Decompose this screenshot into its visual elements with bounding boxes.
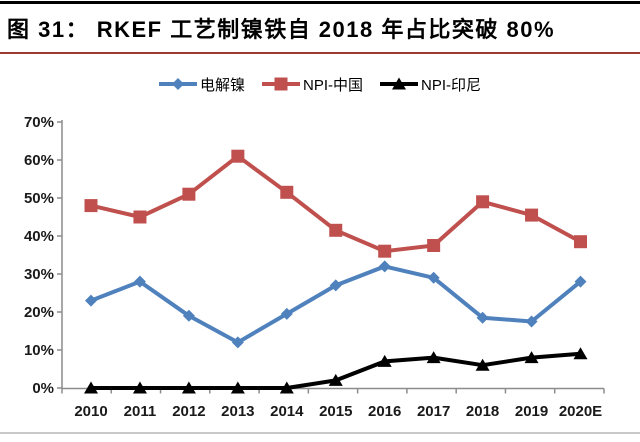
y-tick-label-70%: 70%: [24, 114, 54, 131]
marker-npi-china-2020E: [574, 235, 587, 249]
x-tick-label-2010: 2010: [74, 403, 107, 420]
top-rule: [0, 1, 640, 4]
legend-marker-npi-indonesia: [392, 77, 406, 90]
x-tick-label-2011: 2011: [124, 403, 157, 420]
marker-electrolytic-nickel-2016: [378, 260, 391, 273]
y-tick-label-40%: 40%: [24, 228, 54, 245]
marker-npi-china-2015: [329, 223, 343, 237]
marker-electrolytic-nickel-2020E: [574, 275, 587, 288]
marker-electrolytic-nickel-2013: [231, 336, 244, 349]
square-icon: [261, 77, 300, 91]
marker-npi-indonesia-2019: [524, 351, 539, 364]
y-tick-label-0%: 0%: [32, 380, 54, 397]
marker-electrolytic-nickel-2017: [427, 271, 440, 284]
y-tick-label-10%: 10%: [24, 342, 54, 359]
legend-marker-electrolytic-nickel: [171, 78, 184, 90]
legend-item-npi-china: NPI-中国: [261, 74, 363, 95]
marker-npi-china-2010: [84, 199, 98, 213]
triangle-icon: [380, 77, 418, 90]
x-tick-label-2017: 2017: [417, 403, 450, 420]
line-npi-china: [89, 154, 583, 254]
marker-electrolytic-nickel-2018: [476, 311, 489, 324]
marker-npi-indonesia-2016: [377, 354, 392, 367]
legend-item-npi-indonesia: NPI-印尼: [380, 74, 481, 95]
figure-title: 图 31： RKEF 工艺制镍铁自 2018 年占比突破 80%: [7, 17, 556, 42]
title-underline: [0, 52, 640, 54]
marker-electrolytic-nickel-2014: [280, 307, 293, 320]
legend-label-electrolytic-nickel: 电解镍: [199, 76, 245, 94]
marker-npi-china-2016: [378, 244, 392, 258]
chart-legend: 电解镍 NPI-中国 NPI-印尼: [0, 74, 640, 94]
x-tick-label-2020E: 2020E: [559, 403, 602, 420]
marker-npi-china-2011: [133, 210, 147, 224]
x-tick-label-2014: 2014: [270, 403, 304, 420]
marker-npi-china-2013: [231, 149, 245, 163]
marker-npi-indonesia-2015: [328, 373, 343, 386]
marker-npi-indonesia-2017: [426, 351, 441, 364]
marker-electrolytic-nickel-2011: [133, 275, 146, 288]
marker-npi-china-2017: [427, 239, 441, 252]
y-tick-label-60%: 60%: [24, 152, 54, 169]
y-tick-label-30%: 30%: [24, 266, 54, 283]
y-tick-label-20%: 20%: [24, 304, 54, 321]
legend-item-electrolytic-nickel: 电解镍: [158, 74, 245, 95]
marker-npi-china-2019: [525, 208, 539, 222]
x-tick-label-2013: 2013: [221, 403, 254, 420]
marker-npi-indonesia-2014: [279, 381, 294, 394]
marker-npi-china-2012: [182, 187, 196, 201]
marker-npi-indonesia-2011: [132, 381, 147, 394]
x-tick-label-2016: 2016: [368, 403, 401, 420]
x-tick-label-2019: 2019: [515, 403, 548, 420]
marker-electrolytic-nickel-2012: [182, 309, 195, 322]
legend-marker-npi-china: [274, 77, 288, 91]
marker-npi-indonesia-2020E: [573, 347, 588, 360]
marker-npi-china-2014: [280, 185, 294, 199]
x-tick-label-2018: 2018: [466, 403, 499, 420]
marker-npi-indonesia-2018: [475, 358, 490, 371]
legend-label-npi-china: NPI-中国: [302, 76, 363, 94]
marker-electrolytic-nickel-2019: [525, 315, 538, 328]
y-tick-label-50%: 50%: [24, 190, 54, 207]
x-tick-label-2012: 2012: [172, 403, 205, 420]
diamond-icon: [158, 78, 197, 90]
line-electrolytic-nickel: [89, 264, 583, 345]
marker-npi-indonesia-2012: [181, 381, 196, 394]
x-tick-label-2015: 2015: [319, 403, 352, 420]
marker-npi-indonesia-2010: [84, 381, 98, 394]
bottom-rule: [0, 432, 640, 434]
marker-npi-china-2018: [476, 195, 490, 209]
marker-npi-indonesia-2013: [230, 381, 245, 394]
marker-electrolytic-nickel-2010: [85, 294, 97, 307]
marker-electrolytic-nickel-2015: [329, 279, 342, 292]
legend-label-npi-indonesia: NPI-印尼: [421, 76, 482, 94]
